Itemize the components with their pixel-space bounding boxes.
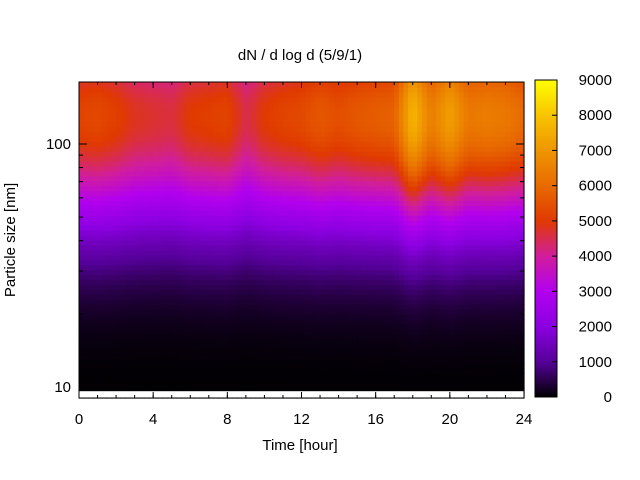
colorbar-tick-label: 0 xyxy=(604,389,612,406)
colorbar-tick-label: 9000 xyxy=(579,72,612,89)
colorbar-tick-label: 8000 xyxy=(579,107,612,124)
colorbar-tick-label: 4000 xyxy=(579,248,612,265)
colorbar xyxy=(534,79,558,398)
y-tick-label: 100 xyxy=(46,136,71,153)
colorbar-tick-label: 7000 xyxy=(579,142,612,159)
x-tick-label: 4 xyxy=(149,411,157,428)
x-tick-label: 16 xyxy=(367,411,384,428)
y-tick-label: 10 xyxy=(54,379,71,396)
x-axis-title: Time [hour] xyxy=(262,437,337,454)
x-tick-label: 8 xyxy=(223,411,231,428)
chart-title: dN / d log d (5/9/1) xyxy=(238,47,362,64)
colorbar-tick-label: 6000 xyxy=(579,178,612,195)
x-tick-label: 24 xyxy=(516,411,533,428)
colorbar-tick-label: 3000 xyxy=(579,283,612,300)
x-tick-label: 12 xyxy=(293,411,310,428)
colorbar-tick-label: 5000 xyxy=(579,213,612,230)
colorbar-tick-label: 1000 xyxy=(579,354,612,371)
x-tick-label: 20 xyxy=(441,411,458,428)
x-tick-label: 0 xyxy=(75,411,83,428)
colorbar-tick-label: 2000 xyxy=(579,319,612,336)
y-axis: 10 100 xyxy=(46,136,524,396)
x-axis: 0 4 8 12 16 20 24 xyxy=(75,82,533,428)
colorbar-axis: 0 1000 2000 3000 4000 5000 6000 7000 8000 9000 xyxy=(552,72,612,406)
heatmap-cells xyxy=(79,82,525,399)
y-axis-title: Particle size [nm] xyxy=(2,183,19,297)
